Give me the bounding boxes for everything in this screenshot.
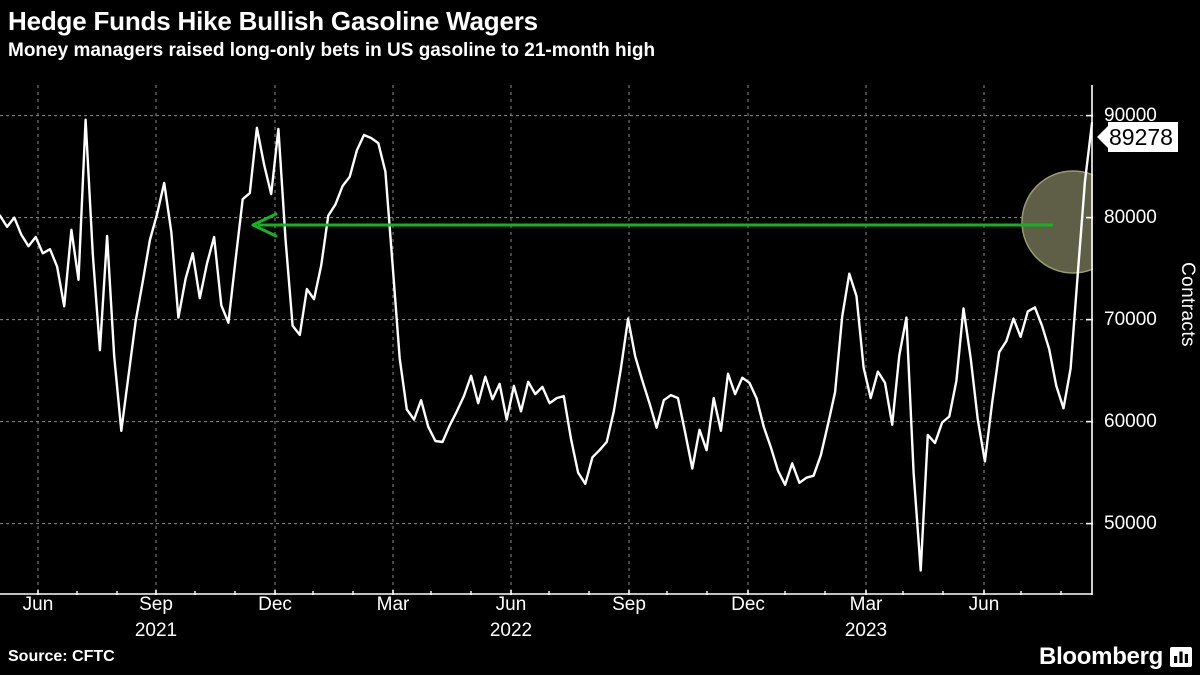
x-axis-tick-label: Sep bbox=[139, 594, 173, 615]
bloomberg-logo: Bloomberg bbox=[1039, 645, 1192, 669]
bloomberg-bar-icon bbox=[1170, 647, 1192, 667]
chart-subtitle: Money managers raised long-only bets in … bbox=[8, 40, 656, 61]
value-callout: 89278 bbox=[1097, 122, 1178, 152]
x-axis-tick-label: Sep bbox=[612, 594, 646, 615]
x-axis-tick-label: Mar bbox=[376, 594, 410, 615]
source-note: Source: CFTC bbox=[8, 648, 115, 665]
callout-value: 89278 bbox=[1108, 122, 1178, 152]
x-axis-year-label: 2022 bbox=[489, 620, 533, 641]
x-axis-tick-label: Jun bbox=[968, 594, 1000, 615]
y-axis-tick-label: 80000 bbox=[1104, 206, 1157, 228]
x-axis-tick-label: Mar bbox=[849, 594, 883, 615]
plot-area bbox=[0, 85, 1093, 595]
x-axis-year-label: 2023 bbox=[844, 620, 888, 641]
bloomberg-wordmark: Bloomberg bbox=[1039, 643, 1163, 670]
y-axis-tick-label: 50000 bbox=[1104, 512, 1157, 534]
y-axis-title: Contracts bbox=[1177, 262, 1198, 347]
plot-background bbox=[0, 85, 1093, 595]
page-title: Hedge Funds Hike Bullish Gasoline Wagers bbox=[8, 6, 538, 36]
x-axis-tick-label: Dec bbox=[258, 594, 292, 615]
y-axis-tick-label: 90000 bbox=[1104, 104, 1157, 126]
y-axis-ticks bbox=[1086, 114, 1093, 525]
line-chart-svg bbox=[0, 85, 1093, 595]
y-axis-tick-label: 60000 bbox=[1104, 410, 1157, 432]
x-axis-tick-label: Dec bbox=[731, 594, 765, 615]
data-line bbox=[0, 118, 1093, 572]
callout-arrow-icon bbox=[1097, 126, 1108, 148]
y-axis-tick-label: 70000 bbox=[1104, 308, 1157, 330]
x-axis-tick-label: Jun bbox=[495, 594, 527, 615]
annotation-arrow bbox=[251, 212, 1053, 238]
x-axis-ticks bbox=[37, 590, 1062, 595]
x-axis-tick-label: Jun bbox=[22, 594, 54, 615]
highlight-circle bbox=[1021, 170, 1093, 274]
horizontal-gridlines bbox=[0, 115, 1091, 525]
chart-header: Hedge Funds Hike Bullish Gasoline Wagers… bbox=[8, 0, 1108, 64]
x-axis-year-label: 2021 bbox=[134, 620, 178, 641]
